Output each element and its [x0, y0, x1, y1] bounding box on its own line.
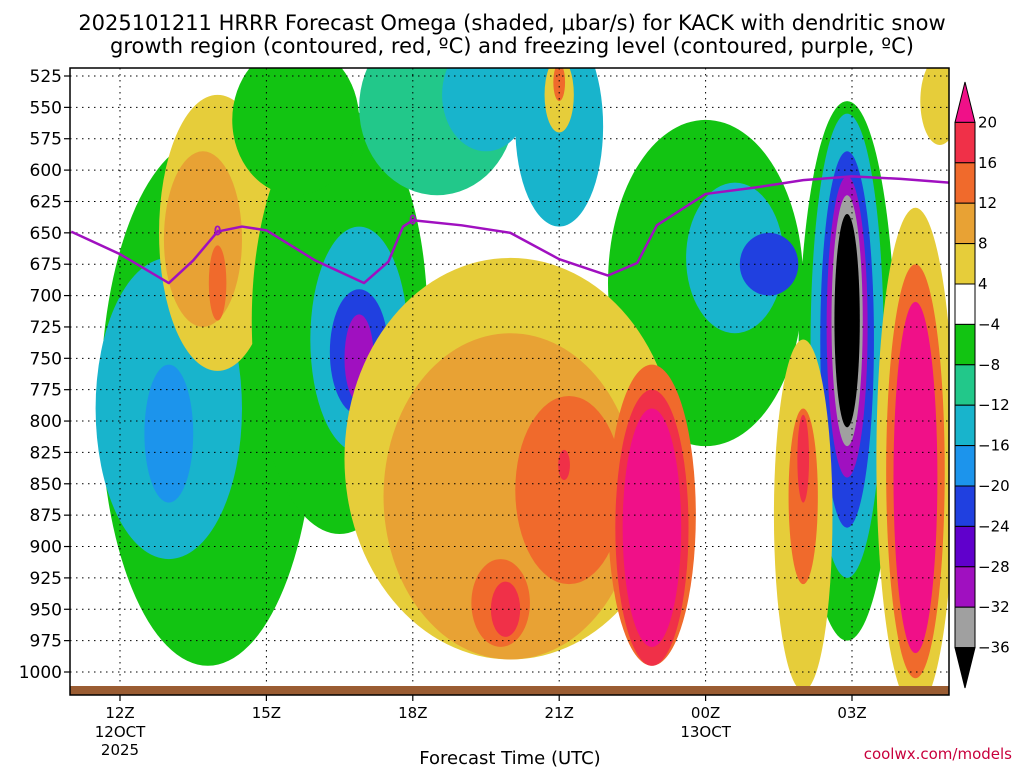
colorbar-band-bottom	[954, 647, 976, 689]
omega-region-28	[515, 395, 623, 585]
ytick-label-625: 625	[30, 192, 62, 212]
colorbar-band-1	[954, 121, 976, 164]
colorbar-band-12	[954, 566, 976, 608]
credit-link[interactable]: coolwx.com/models	[864, 745, 1012, 763]
colorbar-label-9: −20	[978, 477, 1010, 495]
ytick-label-675: 675	[30, 255, 62, 275]
ytick-label-950: 950	[30, 600, 62, 620]
colorbar-label-4: 4	[978, 275, 988, 293]
colorbar-band-13	[954, 606, 976, 649]
chart-title-line-1: 2025101211 HRRR Forecast Omega (shaded, …	[78, 11, 945, 35]
ytick-label-825: 825	[30, 443, 62, 463]
ytick-label-900: 900	[30, 538, 62, 558]
freezing-level-line	[70, 175, 949, 285]
grid-lines	[70, 68, 949, 695]
ytick-label-525: 525	[30, 67, 62, 87]
omega-region-29	[558, 449, 570, 481]
ground-terrain	[70, 686, 949, 695]
colorbar-band-8	[954, 404, 976, 447]
xtick-label-03Z: 03Z	[837, 704, 866, 722]
xtick-label-12Z: 12Z	[105, 704, 134, 722]
omega-region-18	[686, 182, 784, 334]
omega-region-41	[920, 68, 949, 145]
ytick-label-600: 600	[30, 161, 62, 181]
omega-region-31	[490, 581, 521, 637]
plot-frame	[69, 67, 950, 696]
freezing-level-label-1: 0	[409, 213, 417, 228]
colorbar-label-11: −28	[978, 558, 1010, 576]
colorbar-band-4	[954, 243, 976, 285]
omega-region-2	[144, 364, 194, 503]
x-axis-label: Forecast Time (UTC)	[419, 748, 600, 768]
ytick-label-850: 850	[30, 475, 62, 495]
ytick-label-800: 800	[30, 412, 62, 432]
xtick-label-21Z: 21Z	[545, 704, 574, 722]
colorbar-label-13: −36	[978, 639, 1010, 657]
omega-region-19	[739, 232, 799, 296]
ytick-label-875: 875	[30, 506, 62, 526]
colorbar-label-8: −16	[978, 437, 1010, 455]
freezing-level-label-0: 0	[214, 225, 222, 240]
colorbar-label-10: −24	[978, 517, 1010, 535]
colorbar-label-1: 16	[978, 154, 997, 172]
colorbar-band-5	[954, 283, 976, 325]
ytick-label-975: 975	[30, 632, 62, 652]
colorbar-label-2: 12	[978, 194, 997, 212]
colorbar-band-11	[954, 525, 976, 568]
omega-region-5	[208, 245, 227, 321]
freezing-level-contour: 00	[70, 175, 949, 285]
colorbar-label-0: 20	[978, 113, 997, 131]
omega-shading	[95, 68, 949, 695]
omega-region-10	[232, 68, 360, 196]
ytick-label-700: 700	[30, 287, 62, 307]
xtick-year-12Z: 2025	[101, 741, 139, 759]
colorbar-label-12: −32	[978, 598, 1010, 616]
colorbar-label-5: −4	[978, 315, 1000, 333]
pressure-axis: 525 550 575 600 625 650 675 700 725 750 775 800 825 8…	[19, 67, 70, 683]
xtick-label-18Z: 18Z	[398, 704, 427, 722]
xtick-date-00Z: 13OCT	[680, 723, 731, 741]
omega-region-13	[442, 68, 530, 152]
omega-region-25	[834, 214, 860, 428]
ytick-label-925: 925	[30, 569, 62, 589]
xtick-date-12Z: 12OCT	[95, 723, 146, 741]
plot-area: 00	[69, 67, 950, 696]
ytick-label-650: 650	[30, 224, 62, 244]
xtick-label-00Z: 00Z	[691, 704, 720, 722]
ytick-label-1000: 1000	[19, 663, 62, 683]
ytick-label-725: 725	[30, 318, 62, 338]
chart-title-line-2: growth region (contoured, red, ºC) and f…	[110, 34, 914, 58]
omega-region-37	[797, 414, 810, 503]
colorbar-band-2	[954, 162, 976, 204]
omega-region-40	[893, 301, 938, 654]
colorbar-band-top	[954, 81, 976, 123]
colorbar: 20 16 12 8 4 −4 −8 −12 −16 −20 −24 −28 −32 −36	[954, 81, 1010, 689]
colorbar-band-10	[954, 485, 976, 527]
colorbar-band-9	[954, 445, 976, 487]
colorbar-band-3	[954, 202, 976, 245]
colorbar-label-7: −12	[978, 396, 1010, 414]
ytick-label-575: 575	[30, 130, 62, 150]
ytick-label-775: 775	[30, 381, 62, 401]
colorbar-label-3: 8	[978, 235, 988, 253]
colorbar-band-7	[954, 364, 976, 406]
colorbar-label-6: −8	[978, 356, 1000, 374]
ytick-label-750: 750	[30, 349, 62, 369]
omega-region-4	[163, 151, 243, 327]
omega-region-34	[622, 408, 682, 647]
colorbar-band-6	[954, 323, 976, 366]
ytick-label-550: 550	[30, 98, 62, 118]
xtick-label-15Z: 15Z	[252, 704, 281, 722]
